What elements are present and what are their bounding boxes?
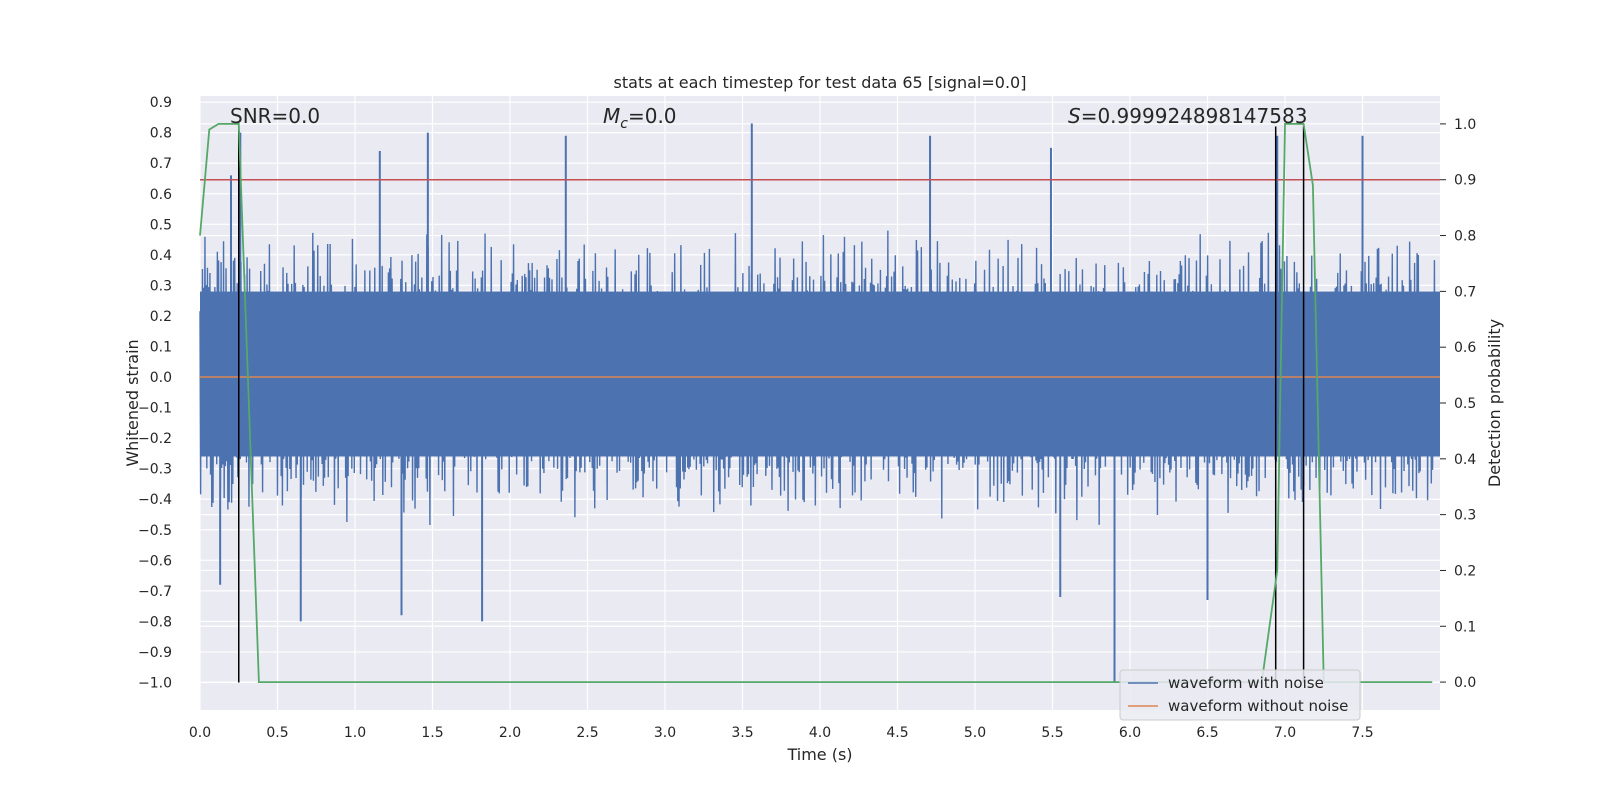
y2-tick-label: 0.9 [1454, 173, 1476, 189]
y-axis-ticks: 0.9 0.8 0.7 0.6 0.5 0.4 0.3 0.2 0.1 0.0 −0.1 −0.2 −0… [138, 95, 172, 691]
x-tick-label: 1.0 [344, 725, 366, 741]
x-tick-label: 5.0 [964, 725, 986, 741]
y-axis-title: Whitened strain [123, 339, 142, 466]
score-symbol: S [1068, 104, 1081, 128]
y2-tick-label: 0.5 [1454, 396, 1476, 412]
x-tick-label: 2.5 [576, 725, 598, 741]
x-tick-label: 4.0 [809, 725, 831, 741]
y-tick-label: −1.0 [138, 676, 172, 692]
x-tick-label: 4.5 [886, 725, 908, 741]
y-tick-label: 0.3 [150, 278, 172, 294]
x-tick-label: 6.0 [1119, 725, 1141, 741]
y2-tick-label: 0.7 [1454, 284, 1476, 300]
legend-label-noise: waveform with noise [1168, 674, 1324, 692]
x-tick-label: 2.0 [499, 725, 521, 741]
y-tick-label: 0.9 [150, 95, 172, 111]
legend-box [1119, 669, 1361, 721]
x-tick-label: 3.5 [731, 725, 753, 741]
x-axis-title: Time (s) [786, 745, 852, 764]
score-value: =0.999924898147583 [1081, 104, 1308, 128]
y2-axis-ticks: 0.0 0.1 0.2 0.3 0.4 0.5 0.6 0.7 0.8 0.9 1.0 [1440, 117, 1476, 691]
y-tick-label: 0.0 [150, 370, 172, 386]
y2-tick-label: 0.0 [1454, 675, 1476, 691]
chirp-mass-subscript: c [620, 116, 628, 132]
noise-waveform-band [200, 291, 1440, 457]
x-tick-label: 3.0 [654, 725, 676, 741]
y2-axis-title: Detection probability [1485, 319, 1504, 487]
x-tick-label: 6.5 [1196, 725, 1218, 741]
y2-tick-label: 1.0 [1454, 117, 1476, 133]
chirp-mass-annotation: Mc=0.0 [603, 104, 677, 132]
y-tick-label: 0.6 [150, 187, 172, 203]
x-tick-label: 0.0 [189, 725, 211, 741]
x-tick-label: 7.0 [1274, 725, 1296, 741]
series-layer [199, 123, 1440, 683]
y-tick-label: 0.4 [150, 248, 172, 264]
x-tick-label: 1.5 [421, 725, 443, 741]
y2-tick-label: 0.6 [1454, 340, 1476, 356]
y-tick-label: 0.7 [150, 156, 172, 172]
chirp-mass-value: =0.0 [628, 104, 677, 128]
y-tick-label: −0.7 [138, 584, 172, 600]
y2-tick-label: 0.8 [1454, 229, 1476, 245]
y-tick-label: 0.8 [150, 126, 172, 142]
x-axis-ticks: 0.0 0.5 1.0 1.5 2.0 2.5 3.0 3.5 4.0 4.5 5.0 5.5 6.0 6… [189, 725, 1374, 741]
y-tick-label: −0.1 [138, 401, 172, 417]
y-tick-label: 0.2 [150, 309, 172, 325]
y-tick-label: 0.1 [150, 339, 172, 355]
y2-tick-label: 0.1 [1454, 619, 1476, 635]
y2-tick-label: 0.4 [1454, 452, 1476, 468]
y-tick-label: −0.8 [138, 614, 172, 630]
y-tick-label: −0.4 [138, 492, 172, 508]
y-tick-label: −0.3 [138, 462, 172, 478]
y-tick-label: −0.2 [138, 431, 172, 447]
y2-tick-label: 0.2 [1454, 563, 1476, 579]
x-tick-label: 5.5 [1041, 725, 1063, 741]
detection-probability-line [199, 123, 1433, 683]
x-tick-label: 7.5 [1351, 725, 1373, 741]
y-tick-label: −0.5 [138, 523, 172, 539]
chart-title: stats at each timestep for test data 65 … [614, 73, 1027, 92]
y-tick-label: 0.5 [150, 217, 172, 233]
snr-annotation: SNR=0.0 [230, 104, 320, 128]
legend: waveform with noise waveform without noi… [1119, 669, 1361, 721]
chirp-mass-symbol: M [603, 104, 620, 128]
score-annotation: S=0.999924898147583 [1068, 104, 1307, 128]
y2-tick-label: 0.3 [1454, 508, 1476, 524]
y-tick-label: −0.9 [138, 645, 172, 661]
y-tick-label: −0.6 [138, 553, 172, 569]
x-tick-label: 0.5 [266, 725, 288, 741]
legend-label-clean: waveform without noise [1168, 697, 1348, 715]
